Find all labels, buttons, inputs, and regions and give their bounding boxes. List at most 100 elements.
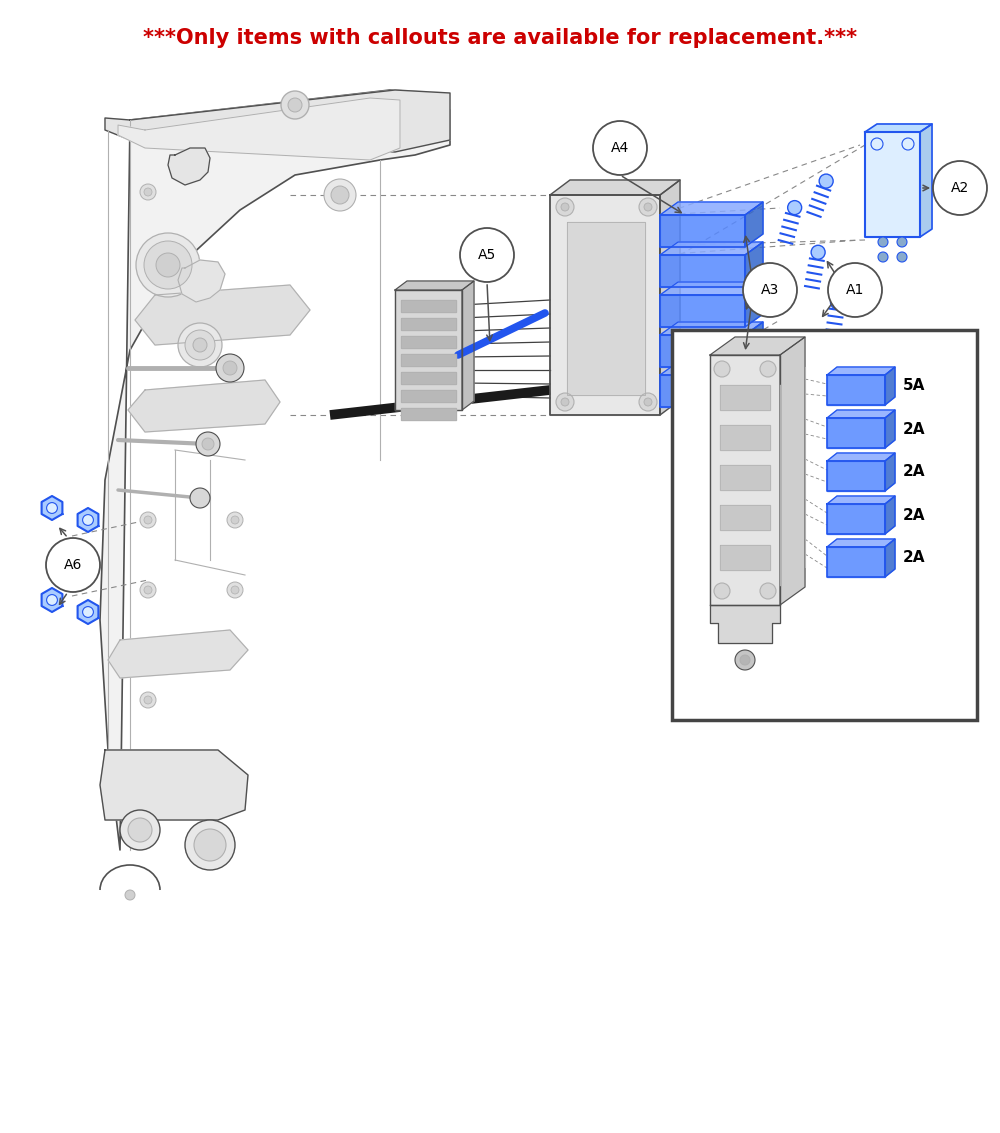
Circle shape [828, 263, 882, 317]
Circle shape [561, 203, 569, 211]
Polygon shape [660, 255, 745, 287]
Circle shape [125, 891, 135, 900]
Polygon shape [128, 380, 280, 432]
Polygon shape [135, 286, 310, 346]
Polygon shape [660, 180, 680, 415]
Polygon shape [827, 504, 885, 534]
Polygon shape [720, 545, 770, 570]
Polygon shape [720, 465, 770, 489]
Polygon shape [660, 215, 745, 247]
Circle shape [878, 237, 888, 247]
Polygon shape [827, 453, 895, 461]
Polygon shape [401, 390, 456, 402]
Polygon shape [78, 508, 98, 533]
Polygon shape [78, 600, 98, 624]
Polygon shape [660, 202, 763, 215]
Circle shape [331, 186, 349, 204]
Polygon shape [168, 148, 210, 185]
Circle shape [185, 820, 235, 870]
Polygon shape [827, 375, 885, 404]
Circle shape [128, 818, 152, 842]
Circle shape [140, 692, 156, 708]
Polygon shape [827, 461, 885, 491]
Text: 2A: 2A [903, 465, 926, 479]
Circle shape [639, 198, 657, 216]
Circle shape [743, 263, 797, 317]
Polygon shape [660, 335, 745, 367]
Polygon shape [118, 97, 400, 160]
Polygon shape [720, 505, 770, 530]
Circle shape [47, 595, 57, 605]
Polygon shape [550, 180, 680, 195]
Polygon shape [660, 295, 745, 327]
Circle shape [714, 361, 730, 377]
Polygon shape [865, 133, 920, 237]
Polygon shape [710, 605, 780, 644]
Circle shape [556, 393, 574, 411]
Polygon shape [660, 282, 763, 295]
Polygon shape [885, 410, 895, 448]
Text: 2A: 2A [903, 508, 926, 522]
Circle shape [639, 393, 657, 411]
Circle shape [144, 586, 152, 594]
Polygon shape [567, 222, 645, 395]
Polygon shape [401, 372, 456, 384]
Polygon shape [720, 425, 770, 450]
Polygon shape [401, 337, 456, 348]
Polygon shape [745, 202, 763, 247]
Polygon shape [827, 547, 885, 577]
Circle shape [788, 201, 802, 214]
Text: A5: A5 [478, 248, 496, 262]
Circle shape [202, 438, 214, 450]
Circle shape [227, 582, 243, 598]
Circle shape [144, 516, 152, 523]
Polygon shape [178, 259, 225, 303]
Circle shape [561, 398, 569, 406]
Text: A1: A1 [846, 283, 864, 297]
Polygon shape [720, 385, 770, 410]
Circle shape [46, 538, 100, 593]
Polygon shape [827, 496, 895, 504]
FancyBboxPatch shape [672, 330, 977, 719]
Circle shape [156, 253, 180, 276]
Polygon shape [745, 363, 763, 407]
Polygon shape [827, 410, 895, 418]
Text: A4: A4 [611, 140, 629, 155]
Circle shape [140, 184, 156, 201]
Polygon shape [401, 408, 456, 420]
Polygon shape [660, 322, 763, 335]
Circle shape [185, 330, 215, 360]
Circle shape [644, 203, 652, 211]
Circle shape [223, 361, 237, 375]
Circle shape [190, 488, 210, 508]
Text: A2: A2 [951, 181, 969, 195]
Polygon shape [827, 418, 885, 448]
Circle shape [144, 188, 152, 196]
Circle shape [740, 655, 750, 665]
Polygon shape [462, 281, 474, 410]
Circle shape [878, 252, 888, 262]
Polygon shape [401, 318, 456, 330]
Circle shape [216, 353, 244, 382]
Polygon shape [100, 750, 248, 820]
Circle shape [178, 323, 222, 367]
Text: 5A: 5A [903, 378, 925, 393]
Circle shape [556, 198, 574, 216]
Circle shape [144, 241, 192, 289]
Polygon shape [865, 123, 932, 133]
Circle shape [83, 606, 93, 617]
Circle shape [231, 516, 239, 523]
Polygon shape [105, 90, 450, 152]
Circle shape [760, 583, 776, 599]
Circle shape [120, 810, 160, 850]
Polygon shape [660, 242, 763, 255]
Polygon shape [745, 322, 763, 367]
Circle shape [193, 338, 207, 352]
Text: ***Only items with callouts are available for replacement.***: ***Only items with callouts are availabl… [143, 28, 857, 48]
Polygon shape [745, 242, 763, 287]
Circle shape [760, 361, 776, 377]
Polygon shape [550, 195, 660, 415]
Polygon shape [395, 290, 462, 410]
Circle shape [227, 512, 243, 528]
Circle shape [933, 161, 987, 215]
